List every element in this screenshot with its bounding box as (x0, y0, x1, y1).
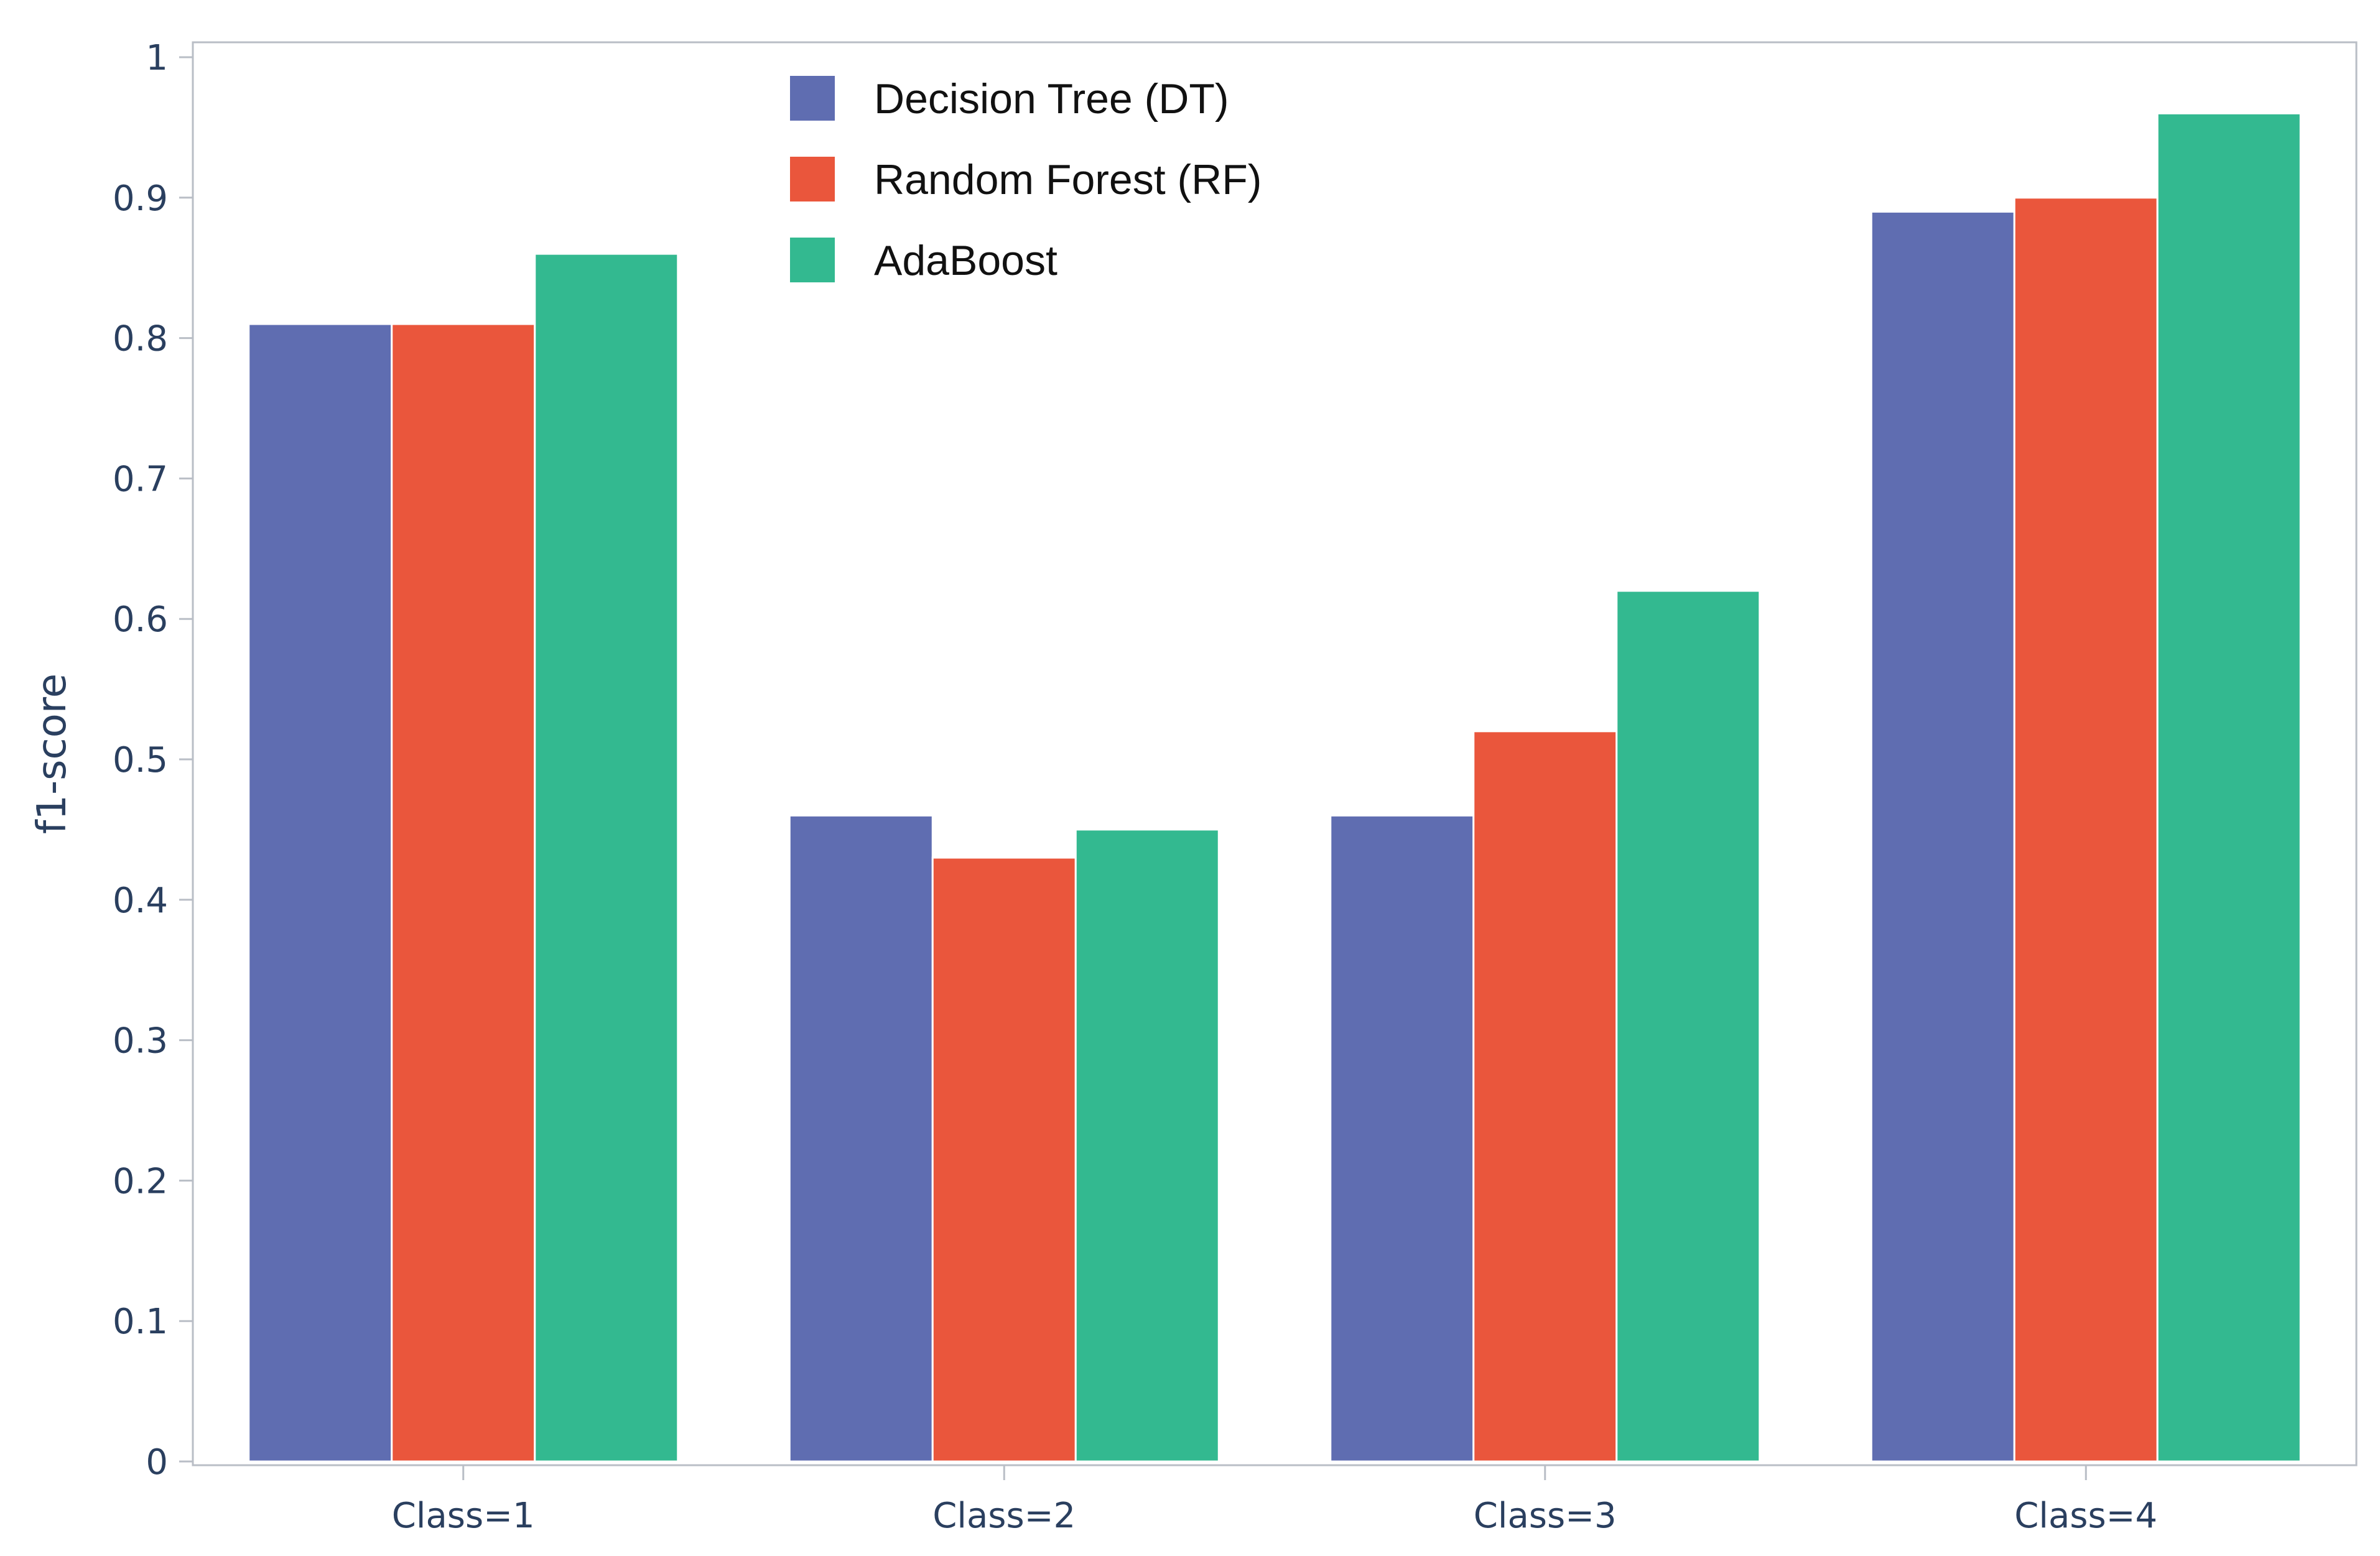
bar-3-4[interactable] (2156, 112, 2302, 1463)
y-tick-label: 0.1 (113, 1302, 168, 1342)
bar-3-3[interactable] (1615, 590, 1761, 1463)
legend[interactable]: Decision Tree (DT) Random Forest (RF) AdaB… (790, 75, 1262, 284)
y-tick-label: 0.4 (113, 881, 168, 921)
legend-label: Decision Tree (DT) (874, 75, 1229, 123)
legend-item[interactable]: Decision Tree (DT) (790, 75, 1229, 123)
legend-label: Random Forest (RF) (874, 156, 1262, 203)
legend-item[interactable]: Random Forest (RF) (790, 156, 1262, 203)
legend-swatch (790, 238, 835, 282)
x-tick-label: Class=3 (1474, 1496, 1617, 1536)
bar-3-2[interactable] (1074, 828, 1220, 1463)
y-axis: 0 0.1 0.2 0.3 0.4 0.5 0.6 0.7 0.8 0.9 1 (113, 38, 193, 1483)
bars-group (248, 112, 2302, 1463)
legend-item[interactable]: AdaBoost (790, 237, 1058, 284)
bar-2-4[interactable] (2013, 197, 2159, 1463)
y-tick-label: 0.6 (113, 600, 168, 640)
bar-3-1[interactable] (534, 252, 679, 1463)
x-axis: Class=1 Class=2 Class=3 Class=4 (392, 1465, 2157, 1536)
x-tick-label: Class=2 (932, 1496, 1076, 1536)
bar-1-3[interactable] (1329, 814, 1475, 1463)
y-tick-label: 0.8 (113, 319, 168, 359)
y-tick-label: 1 (146, 38, 168, 78)
y-tick-label: 0.3 (113, 1021, 168, 1062)
y-axis-title: f1-score (29, 674, 75, 834)
bar-2-2[interactable] (931, 856, 1077, 1463)
legend-swatch (790, 157, 835, 201)
bar-1-1[interactable] (248, 323, 393, 1463)
bar-1-4[interactable] (1870, 210, 2015, 1463)
y-tick-label: 0.7 (113, 459, 168, 499)
y-tick-label: 0.2 (113, 1161, 168, 1202)
x-tick-label: Class=4 (2014, 1496, 2157, 1536)
x-tick-label: Class=1 (392, 1496, 535, 1536)
y-tick-label: 0.9 (113, 178, 168, 219)
y-tick-label: 0.5 (113, 740, 168, 780)
bar-1-2[interactable] (788, 814, 934, 1463)
legend-swatch (790, 76, 835, 121)
y-tick-label: 0 (146, 1442, 168, 1483)
bar-2-1[interactable] (391, 323, 536, 1463)
bar-2-3[interactable] (1472, 730, 1618, 1463)
legend-label: AdaBoost (874, 237, 1058, 284)
